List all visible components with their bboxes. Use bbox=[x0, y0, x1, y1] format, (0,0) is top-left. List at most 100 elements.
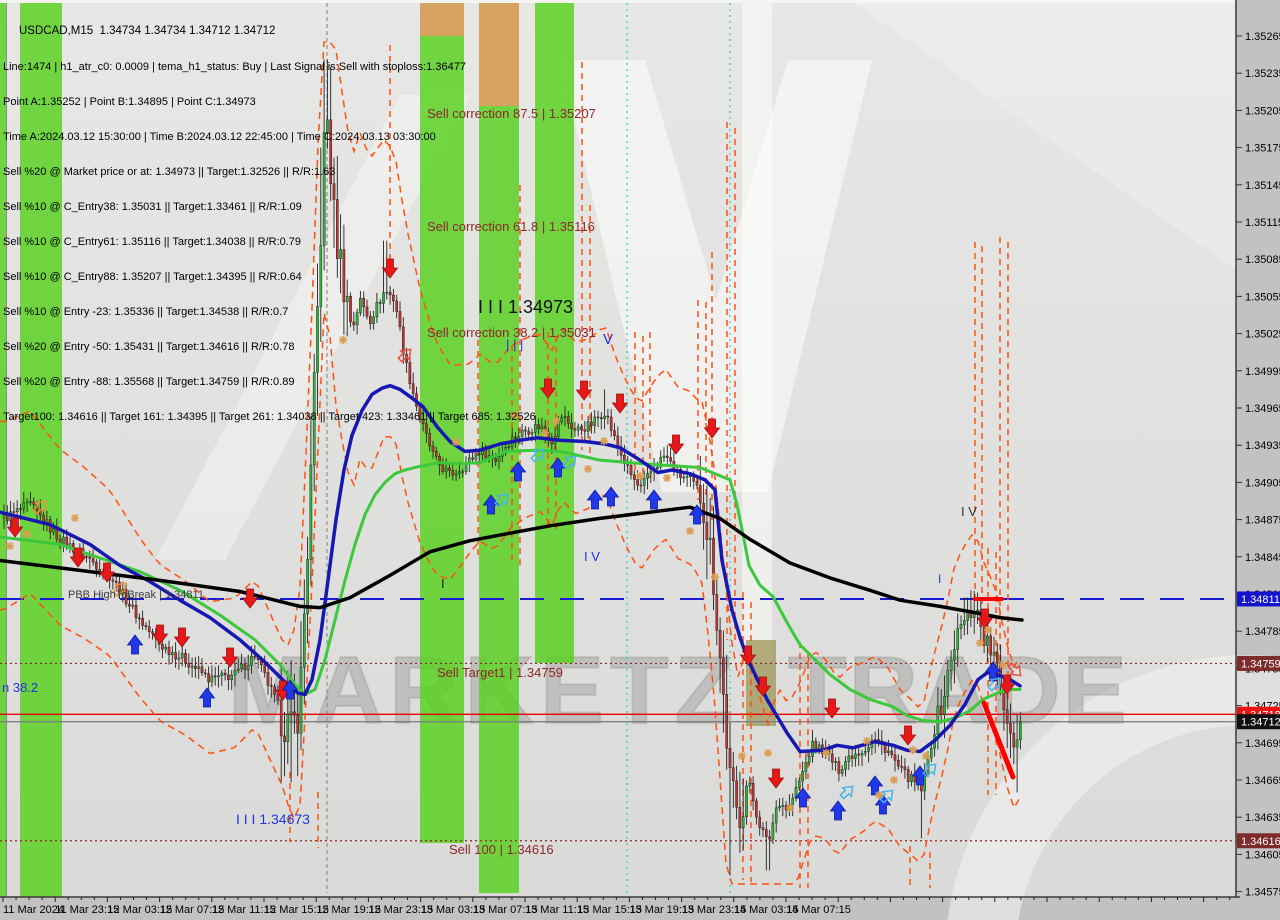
price-axis-label: 1.34995 bbox=[1245, 366, 1280, 378]
star-marker-icon bbox=[686, 527, 694, 535]
star-marker-icon bbox=[6, 542, 14, 550]
star-marker-icon bbox=[890, 776, 898, 784]
signal-markers bbox=[6, 258, 1022, 821]
buy-arrow-icon bbox=[509, 461, 527, 482]
chart-annotation-label: I V bbox=[584, 549, 600, 564]
price-badge-label: 1.34712 bbox=[1241, 717, 1280, 729]
star-marker-icon bbox=[738, 752, 746, 760]
ma-green-line bbox=[0, 448, 1022, 724]
sell-market-line: Sell %20 @ Market price or at: 1.34973 |… bbox=[3, 165, 336, 178]
price-axis-label: 1.34905 bbox=[1245, 477, 1280, 489]
chart-annotation-label: I I I 1.34973 bbox=[478, 297, 573, 317]
hollow-arrow-icon bbox=[922, 763, 937, 778]
time-axis-label: 12 Mar 03:15 bbox=[107, 904, 172, 916]
buy-arrow-icon bbox=[874, 794, 892, 815]
hollow-arrow-icon bbox=[987, 677, 1002, 692]
price-axis[interactable]: 1.35265 1.35235 1.35205 1.35175 1.35145 1.351… bbox=[1235, 0, 1280, 899]
sell-entry-88-line: Sell %20 @ Entry -88: 1.35568 || Target:… bbox=[3, 376, 295, 389]
sell-entry-23-line: Sell %10 @ Entry -23: 1.35336 || Target:… bbox=[3, 306, 289, 319]
buy-arrow-icon bbox=[794, 787, 812, 808]
time-axis-label: 12 Mar 23:15 bbox=[368, 904, 433, 916]
chart-annotation-label: n 38.2 bbox=[2, 680, 38, 695]
buy-arrow-icon bbox=[198, 687, 216, 708]
time-axis-label: 12 Mar 19:15 bbox=[316, 904, 381, 916]
time-axis-label: 11 Mar 2024 bbox=[3, 904, 64, 916]
sell-arrow-icon bbox=[98, 562, 116, 583]
star-marker-icon bbox=[976, 639, 984, 647]
abc-times-line: Time A:2024.03.12 15:30:00 | Time B:2024… bbox=[3, 130, 436, 143]
sell-entry38-line: Sell %10 @ C_Entry38: 1.35031 || Target:… bbox=[3, 200, 302, 213]
time-axis-label: 13 Mar 03:15 bbox=[421, 904, 486, 916]
chart-annotation-label: | | | bbox=[506, 337, 523, 352]
star-marker-icon bbox=[452, 438, 460, 446]
sell-arrow-icon bbox=[173, 627, 191, 648]
ma-black-line bbox=[0, 505, 1024, 622]
sell-entry61-line: Sell %10 @ C_Entry61: 1.35116 || Target:… bbox=[3, 235, 301, 248]
time-axis-label: 14 Mar 03:15 bbox=[734, 904, 799, 916]
price-axis-label: 1.34845 bbox=[1245, 552, 1280, 564]
price-axis-label: 1.34635 bbox=[1245, 812, 1280, 824]
time-axis-label: 13 Mar 23:15 bbox=[682, 904, 747, 916]
time-axis-label: 12 Mar 11:15 bbox=[212, 904, 276, 916]
time-axis-label: 13 Mar 07:15 bbox=[473, 904, 538, 916]
price-badge-label: 1.34811 bbox=[1241, 594, 1280, 606]
chart-annotation-label: Sell correction 61.8 | 1.35116 bbox=[427, 219, 595, 234]
chart-annotation-label: I bbox=[938, 572, 941, 586]
sell-arrow-icon bbox=[823, 698, 841, 719]
star-marker-icon bbox=[875, 791, 883, 799]
targets-line: Target100: 1.34616 || Target 161: 1.3439… bbox=[3, 411, 536, 424]
time-axis-label: 13 Mar 15:15 bbox=[577, 904, 642, 916]
sell-arrow-icon bbox=[667, 434, 685, 455]
chart-annotation-label: Sell correction 38.2 | 1.35031 bbox=[427, 325, 596, 340]
sell-arrow-icon bbox=[539, 378, 557, 399]
sell-arrow-icon bbox=[767, 768, 785, 789]
sell-arrow-icon bbox=[754, 676, 772, 697]
hollow-arrow-icon bbox=[397, 348, 412, 363]
price-badge bbox=[1237, 655, 1280, 671]
hollow-arrow-icon bbox=[112, 582, 127, 597]
sell-entry88-line: Sell %10 @ C_Entry88: 1.35207 || Target:… bbox=[3, 271, 302, 284]
price-axis-label: 1.34935 bbox=[1245, 440, 1280, 452]
price-axis-label: 1.34665 bbox=[1245, 775, 1280, 787]
ma-blue-line bbox=[0, 383, 1022, 754]
chart-annotations: Sell correction 87.5 | 1.35207 Sell corre… bbox=[2, 106, 977, 857]
star-marker-icon bbox=[339, 336, 347, 344]
star-marker-icon bbox=[909, 746, 917, 754]
star-marker-icon bbox=[822, 749, 830, 757]
indicator-info-panel: USDCAD,M15 1.34734 1.34734 1.34712 1.347… bbox=[3, 3, 536, 448]
price-axis-label: 1.35145 bbox=[1245, 180, 1280, 192]
price-axis-label: 1.35025 bbox=[1245, 329, 1280, 341]
sell-arrow-icon bbox=[575, 380, 593, 401]
hollow-arrow-icon bbox=[839, 785, 854, 800]
hollow-arrow-icon bbox=[562, 455, 577, 470]
price-axis-label: 1.34785 bbox=[1245, 626, 1280, 638]
buy-arrow-icon bbox=[126, 634, 144, 655]
session-highlight-bands bbox=[0, 3, 574, 897]
buy-arrow-icon bbox=[281, 679, 299, 700]
sell-arrow-icon bbox=[221, 647, 239, 668]
time-axis-label: 12 Mar 07:15 bbox=[160, 904, 225, 916]
star-marker-icon bbox=[786, 804, 794, 812]
trend-line-red[interactable] bbox=[973, 597, 1016, 780]
vertical-separators bbox=[326, 3, 731, 893]
price-badge-label: 1.34616 bbox=[1241, 836, 1280, 848]
time-axis-label: 14 Mar 07:15 bbox=[786, 904, 851, 916]
buy-arrow-icon bbox=[829, 800, 847, 821]
price-axis-label: 1.34875 bbox=[1245, 515, 1280, 527]
sell-arrow-icon bbox=[899, 725, 917, 746]
price-badge bbox=[1237, 591, 1280, 607]
time-axis-label: 12 Mar 15:15 bbox=[264, 904, 329, 916]
time-axis-label: 13 Mar 11:15 bbox=[525, 904, 589, 916]
star-marker-icon bbox=[999, 661, 1007, 669]
star-marker-icon bbox=[984, 626, 992, 634]
watermark-right: TRADE bbox=[788, 637, 1129, 744]
star-marker-icon bbox=[511, 411, 519, 419]
price-badge-label: 1.34759 bbox=[1241, 658, 1280, 670]
sell-arrow-icon bbox=[241, 588, 259, 609]
star-marker-icon bbox=[922, 752, 930, 760]
sell-arrow-icon bbox=[739, 645, 757, 666]
